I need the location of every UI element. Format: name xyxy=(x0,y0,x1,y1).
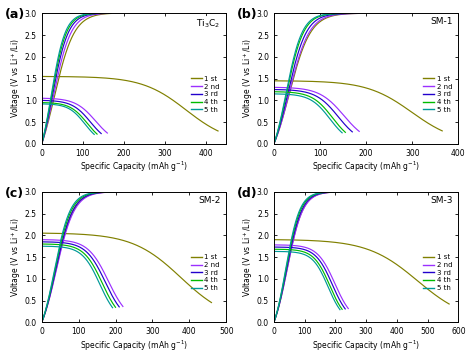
Y-axis label: Voltage (V vs Li$^+$/Li): Voltage (V vs Li$^+$/Li) xyxy=(241,39,255,118)
Text: (c): (c) xyxy=(5,187,24,200)
Y-axis label: Voltage (V vs Li$^+$/Li): Voltage (V vs Li$^+$/Li) xyxy=(9,39,23,118)
Legend: 1 st, 2 nd, 3 rd, 4 th, 5 th: 1 st, 2 nd, 3 rd, 4 th, 5 th xyxy=(420,252,455,294)
Y-axis label: Voltage (V vs Li$^+$/Li): Voltage (V vs Li$^+$/Li) xyxy=(241,217,255,297)
X-axis label: Specific Capacity (mAh g$^{-1}$): Specific Capacity (mAh g$^{-1}$) xyxy=(312,338,420,353)
Legend: 1 st, 2 nd, 3 rd, 4 th, 5 th: 1 st, 2 nd, 3 rd, 4 th, 5 th xyxy=(189,252,223,294)
Text: SM-1: SM-1 xyxy=(430,17,453,26)
Legend: 1 st, 2 nd, 3 rd, 4 th, 5 th: 1 st, 2 nd, 3 rd, 4 th, 5 th xyxy=(189,73,223,116)
X-axis label: Specific Capacity (mAh g$^{-1}$): Specific Capacity (mAh g$^{-1}$) xyxy=(80,338,188,353)
Text: SM-3: SM-3 xyxy=(430,196,453,205)
X-axis label: Specific Capacity (mAh g$^{-1}$): Specific Capacity (mAh g$^{-1}$) xyxy=(80,160,188,174)
Text: SM-2: SM-2 xyxy=(198,196,221,205)
Text: (d): (d) xyxy=(237,187,257,200)
Text: (a): (a) xyxy=(5,8,25,21)
Text: (b): (b) xyxy=(237,8,257,21)
Text: Ti$_3$C$_2$: Ti$_3$C$_2$ xyxy=(197,17,221,30)
X-axis label: Specific Capacity (mAh g$^{-1}$): Specific Capacity (mAh g$^{-1}$) xyxy=(312,160,420,174)
Y-axis label: Voltage (V vs Li$^+$/Li): Voltage (V vs Li$^+$/Li) xyxy=(9,217,23,297)
Legend: 1 st, 2 nd, 3 rd, 4 th, 5 th: 1 st, 2 nd, 3 rd, 4 th, 5 th xyxy=(420,73,455,116)
